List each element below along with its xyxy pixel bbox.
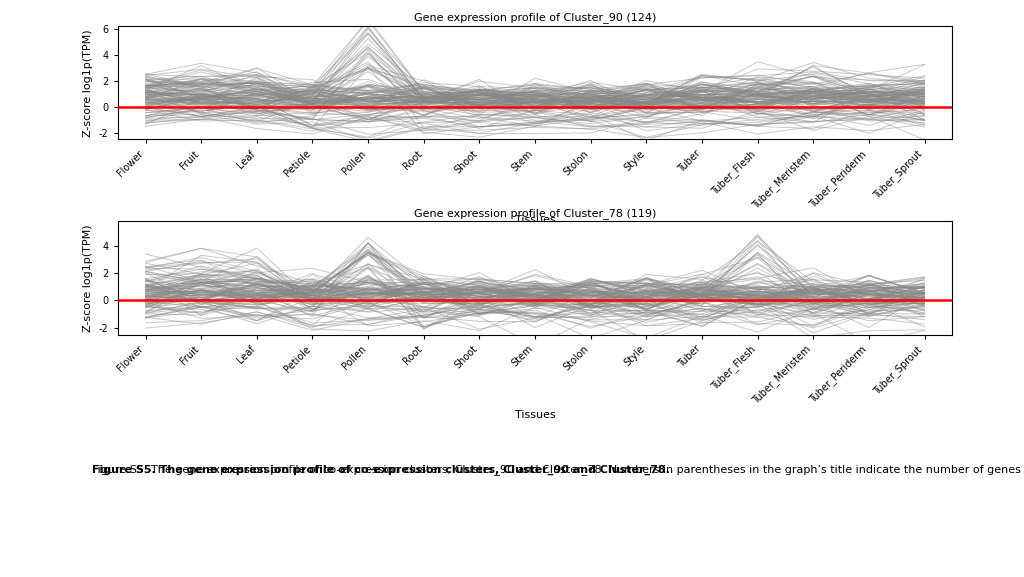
Title: Gene expression profile of Cluster_90 (124): Gene expression profile of Cluster_90 (1… xyxy=(414,13,656,23)
X-axis label: Tissues: Tissues xyxy=(515,410,555,421)
X-axis label: Tissues: Tissues xyxy=(515,215,555,225)
Text: Figure S5. The gene expression profile of co-expression clusters, Cluster_90 and: Figure S5. The gene expression profile o… xyxy=(92,464,1024,475)
Y-axis label: Z-score log1p(TPM): Z-score log1p(TPM) xyxy=(83,224,93,332)
Y-axis label: Z-score log1p(TPM): Z-score log1p(TPM) xyxy=(83,29,93,137)
Title: Gene expression profile of Cluster_78 (119): Gene expression profile of Cluster_78 (1… xyxy=(414,208,656,219)
Text: Figure S5. The gene expression profile of co-expression clusters, Cluster_90 and: Figure S5. The gene expression profile o… xyxy=(92,464,670,475)
